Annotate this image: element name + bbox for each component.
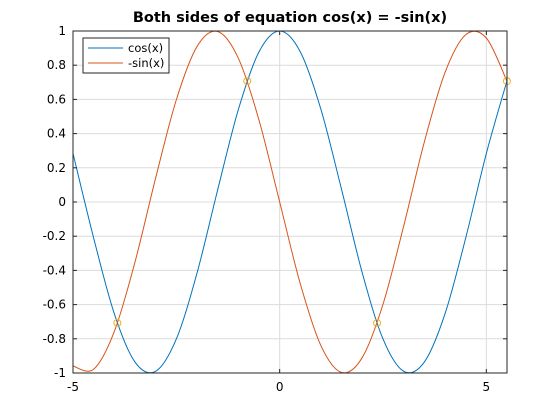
- x-tick-label: 0: [276, 380, 284, 394]
- series-layer: [72, 30, 508, 374]
- y-tick-label: -0.8: [43, 332, 66, 346]
- legend-label-cos: cos(x): [128, 41, 163, 55]
- legend: cos(x) -sin(x): [82, 37, 170, 74]
- y-tick-label: 0: [58, 195, 66, 209]
- y-tick-label: -0.2: [43, 229, 66, 243]
- y-tick-label: 0.2: [47, 161, 66, 175]
- y-tick-label: 1: [58, 24, 66, 38]
- legend-label-neg-sin: -sin(x): [128, 56, 164, 70]
- intersection-marker: [373, 318, 382, 327]
- intersection-marker: [113, 318, 122, 327]
- y-tick-label: -1: [54, 366, 66, 380]
- chart-title: Both sides of equation cos(x) = -sin(x): [133, 10, 447, 26]
- intersection-marker: [243, 77, 252, 86]
- x-tick-label: 5: [483, 380, 491, 394]
- y-tick-label: 0.8: [47, 58, 66, 72]
- legend-box: [82, 37, 170, 74]
- series-line-1: [72, 30, 508, 374]
- x-tick-label: -5: [67, 380, 79, 394]
- y-tick-label: -0.4: [43, 263, 66, 277]
- y-tick-label: -0.6: [43, 298, 66, 312]
- tick-layer: -1 -0.8 -0.6 -0.4 -0.2 0 0.2 0.4 0.6 0.8 1 -5 0 5: [43, 24, 507, 394]
- series-line-0: [72, 30, 508, 374]
- y-tick-label: 0.4: [47, 127, 66, 141]
- y-tick-label: 0.6: [47, 92, 66, 106]
